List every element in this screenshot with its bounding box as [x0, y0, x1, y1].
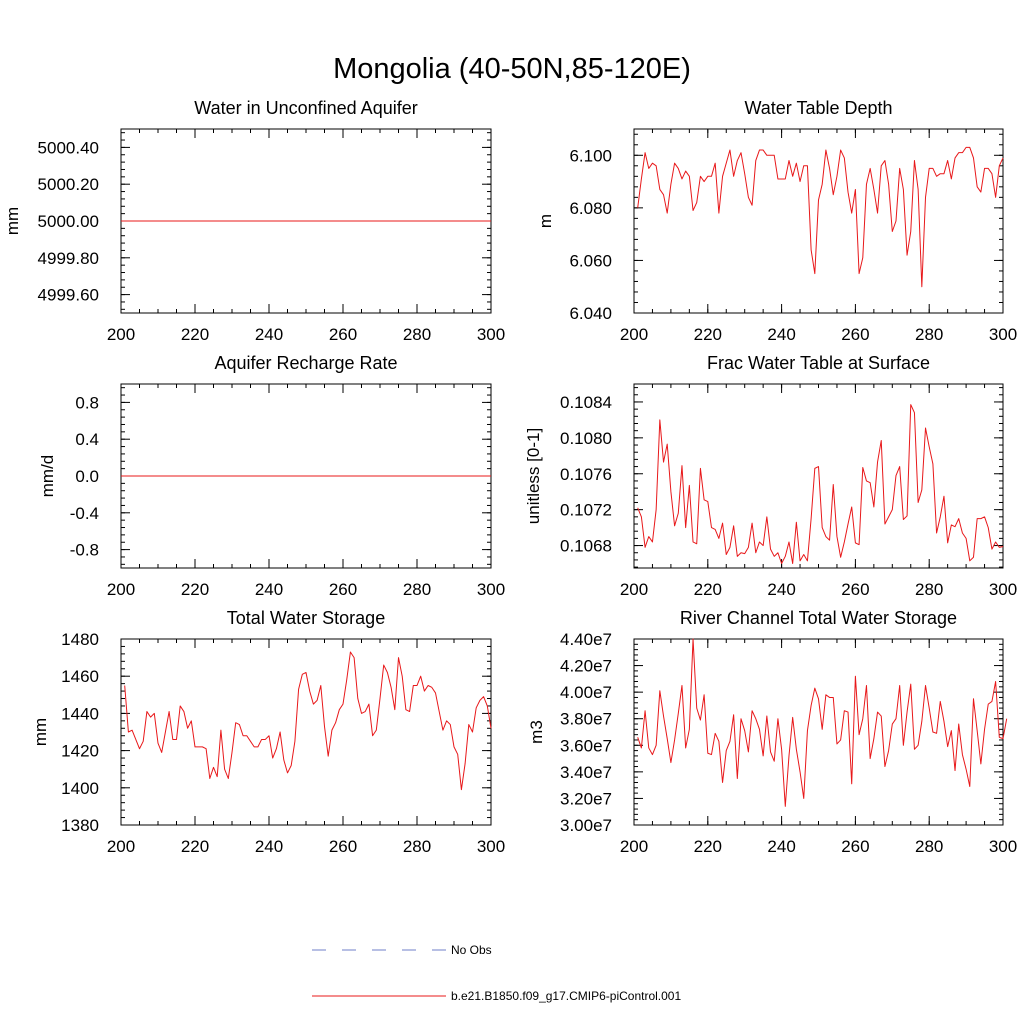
x-tick-label: 260	[841, 837, 869, 856]
x-tick-label: 300	[989, 837, 1017, 856]
y-tick-label: 6.060	[569, 251, 612, 270]
chart-panel-2: Water Table Depth 200 220 240 260 280 300 6.040…	[536, 98, 1017, 344]
series-line	[637, 638, 1008, 807]
x-tick-label: 300	[989, 325, 1017, 344]
y-tick-label: 1400	[61, 779, 99, 798]
y-tick-label: 1440	[61, 704, 99, 723]
x-tick-label: 200	[620, 580, 648, 599]
y-axis-label: unitless [0-1]	[524, 428, 543, 524]
x-tick-label: 240	[767, 580, 795, 599]
x-tick-label: 280	[915, 580, 943, 599]
panel-title: Frac Water Table at Surface	[707, 353, 930, 373]
series-line	[637, 146, 1004, 288]
x-tick-label: 260	[329, 580, 357, 599]
legend-label-no-obs: No Obs	[451, 943, 492, 957]
y-tick-label: 1380	[61, 816, 99, 835]
x-tick-label: 260	[329, 837, 357, 856]
panel-title: Water Table Depth	[744, 98, 892, 118]
y-tick-label: 1420	[61, 742, 99, 761]
panel-title: Total Water Storage	[227, 608, 385, 628]
y-tick-label: 5000.20	[38, 175, 99, 194]
x-tick-label: 220	[181, 837, 209, 856]
y-tick-label: 4999.80	[38, 249, 99, 268]
y-axis-label: m	[536, 214, 555, 228]
x-tick-label: 220	[694, 580, 722, 599]
y-tick-label: 0.0	[75, 467, 99, 486]
y-axis-label: mm	[3, 207, 22, 235]
chart-panel-4: Frac Water Table at Surface 200 220 240 260 2…	[524, 353, 1017, 599]
x-tick-label: 240	[255, 837, 283, 856]
y-tick-label: 6.040	[569, 304, 612, 323]
y-tick-label: 0.1076	[560, 465, 612, 484]
chart-panel-1: Water in Unconfined Aquifer 200 220 240 260 2…	[3, 98, 505, 344]
x-tick-label: 280	[915, 325, 943, 344]
chart-panel-5: Total Water Storage 200 220 240 260 280 300 138…	[31, 608, 505, 856]
x-tick-label: 300	[989, 580, 1017, 599]
y-tick-label: 6.100	[569, 146, 612, 165]
x-tick-label: 300	[477, 837, 505, 856]
y-tick-label: 1480	[61, 630, 99, 649]
figure-title: Mongolia (40-50N,85-120E)	[333, 53, 691, 85]
x-tick-label: 200	[107, 837, 135, 856]
x-tick-label: 220	[694, 325, 722, 344]
y-tick-label: 0.4	[75, 430, 99, 449]
panels: Water in Unconfined Aquifer 200 220 240 260 2…	[3, 98, 1017, 856]
y-tick-label: 0.1080	[560, 429, 612, 448]
x-tick-label: 280	[403, 325, 431, 344]
y-tick-label: 4.20e7	[560, 657, 612, 676]
y-tick-label: 5000.00	[38, 212, 99, 231]
x-tick-label: 260	[841, 580, 869, 599]
y-tick-label: 0.1072	[560, 501, 612, 520]
x-tick-label: 280	[403, 580, 431, 599]
x-tick-label: 220	[694, 837, 722, 856]
x-tick-label: 200	[107, 325, 135, 344]
x-tick-label: 240	[767, 837, 795, 856]
y-axis-label: mm	[31, 718, 50, 746]
y-tick-label: 1460	[61, 667, 99, 686]
y-tick-label: 0.1084	[560, 393, 612, 412]
y-tick-label: 3.00e7	[560, 816, 612, 835]
panel-title: Water in Unconfined Aquifer	[194, 98, 417, 118]
x-tick-label: 280	[915, 837, 943, 856]
y-axis-label: m3	[527, 720, 546, 744]
x-tick-label: 200	[620, 325, 648, 344]
series-line	[637, 404, 1004, 565]
y-tick-label: 4999.60	[38, 286, 99, 305]
y-tick-label: 3.20e7	[560, 789, 612, 808]
y-tick-label: 6.080	[569, 199, 612, 218]
x-tick-label: 240	[255, 580, 283, 599]
x-tick-label: 300	[477, 580, 505, 599]
x-tick-label: 300	[477, 325, 505, 344]
x-tick-label: 220	[181, 325, 209, 344]
x-tick-label: 260	[841, 325, 869, 344]
x-tick-label: 200	[620, 837, 648, 856]
panel-title: Aquifer Recharge Rate	[214, 353, 397, 373]
x-tick-label: 280	[403, 837, 431, 856]
chart-panel-6: River Channel Total Water Storage 200 220 2…	[527, 608, 1017, 856]
y-tick-label: 0.1068	[560, 537, 612, 556]
x-tick-label: 260	[329, 325, 357, 344]
y-tick-label: 5000.40	[38, 138, 99, 157]
y-tick-label: 3.60e7	[560, 736, 612, 755]
chart-panel-3: Aquifer Recharge Rate 200 220 240 260 280 300 -…	[38, 353, 505, 599]
x-tick-label: 240	[255, 325, 283, 344]
y-tick-label: 0.8	[75, 393, 99, 412]
y-tick-label: -0.4	[70, 504, 99, 523]
series-line	[124, 651, 492, 791]
y-tick-label: 3.80e7	[560, 710, 612, 729]
panel-title: River Channel Total Water Storage	[680, 608, 957, 628]
y-tick-label: -0.8	[70, 541, 99, 560]
y-tick-label: 4.40e7	[560, 630, 612, 649]
y-tick-label: 4.00e7	[560, 683, 612, 702]
x-tick-label: 240	[767, 325, 795, 344]
x-tick-label: 220	[181, 580, 209, 599]
x-tick-label: 200	[107, 580, 135, 599]
y-tick-label: 3.40e7	[560, 763, 612, 782]
y-axis-label: mm/d	[38, 455, 57, 498]
legend-label-model: b.e21.B1850.f09_g17.CMIP6-piControl.001	[451, 989, 681, 1003]
legend: No Obs b.e21.B1850.f09_g17.CMIP6-piContr…	[312, 943, 681, 1003]
